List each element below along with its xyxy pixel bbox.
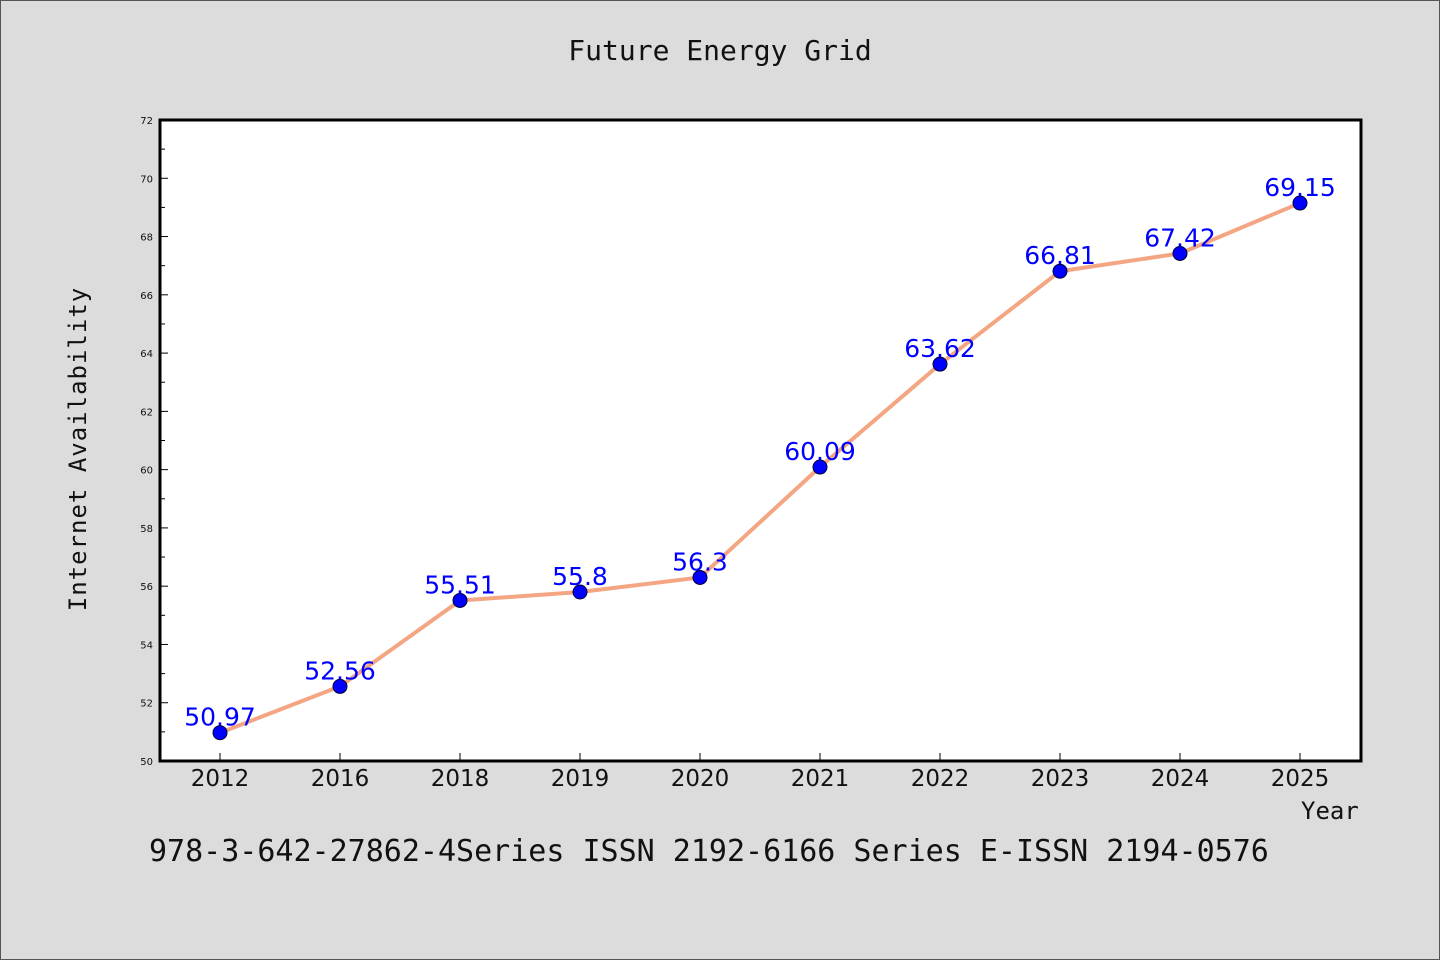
y-tick-label: 50 xyxy=(140,757,153,768)
y-tick-label: 60 xyxy=(140,466,153,477)
data-label: 67.42 xyxy=(1144,223,1216,252)
x-tick-label: 2025 xyxy=(1271,766,1330,792)
y-tick-label: 64 xyxy=(140,349,153,360)
data-label: 60.09 xyxy=(784,437,856,466)
data-label: 69.15 xyxy=(1264,173,1336,202)
series-line xyxy=(218,201,1302,735)
plot-area xyxy=(158,118,1363,763)
data-label: 55.51 xyxy=(424,570,496,599)
y-tick-label: 72 xyxy=(140,116,153,127)
y-tick-label: 62 xyxy=(140,407,153,418)
data-point xyxy=(692,569,708,585)
footer-note: 978-3-642-27862-4Series ISSN 2192-6166 S… xyxy=(149,834,1269,869)
data-point xyxy=(572,584,588,600)
x-tick-label: 2012 xyxy=(191,766,250,792)
x-axis-label: Year xyxy=(1301,797,1359,825)
data-label: 52.56 xyxy=(304,656,376,685)
x-tick-label: 2019 xyxy=(551,766,610,792)
data-point xyxy=(1172,245,1188,261)
x-tick-label: 2016 xyxy=(311,766,370,792)
data-point xyxy=(1052,263,1068,279)
y-tick-label: 52 xyxy=(140,699,153,710)
data-label: 63.62 xyxy=(904,334,976,363)
data-label: 66.81 xyxy=(1024,241,1096,270)
data-point xyxy=(332,678,348,694)
y-tick-label: 70 xyxy=(140,174,153,185)
x-tick-label: 2021 xyxy=(791,766,850,792)
data-point xyxy=(932,356,948,372)
data-point xyxy=(1292,195,1308,211)
y-tick-label: 56 xyxy=(140,582,153,593)
data-point xyxy=(812,459,828,475)
data-label: 56.3 xyxy=(672,547,728,576)
x-tick-label: 2018 xyxy=(431,766,490,792)
y-tick-label: 58 xyxy=(140,524,153,535)
y-tick-label: 54 xyxy=(140,640,153,651)
data-label: 50.97 xyxy=(184,703,256,732)
y-tick-label: 68 xyxy=(140,233,153,244)
data-point xyxy=(212,725,228,741)
data-point xyxy=(452,592,468,608)
x-tick-label: 2024 xyxy=(1151,766,1210,792)
x-tick-label: 2023 xyxy=(1031,766,1090,792)
y-tick-label: 66 xyxy=(140,291,153,302)
x-tick-label: 2020 xyxy=(671,766,730,792)
chart-title: Future Energy Grid xyxy=(568,34,872,67)
x-tick-label: 2022 xyxy=(911,766,970,792)
data-label: 55.8 xyxy=(552,562,608,591)
